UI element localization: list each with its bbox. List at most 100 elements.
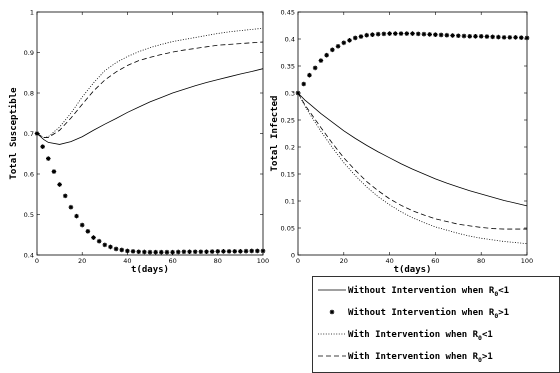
- star-marker: [243, 248, 249, 254]
- x-tick-label: 60: [431, 257, 439, 265]
- star-marker: [347, 38, 352, 43]
- star-marker: [484, 34, 490, 39]
- star-marker: [501, 35, 507, 40]
- star-marker: [467, 34, 473, 39]
- legend-label: With Intervention when R0>1: [348, 351, 493, 364]
- y-tick-label: 0.2: [285, 143, 295, 151]
- star-marker: [96, 238, 102, 244]
- star-marker: [421, 31, 427, 37]
- star-marker: [301, 81, 307, 87]
- star-marker: [198, 249, 204, 255]
- legend-label: Without Intervention when R0<1: [348, 285, 509, 298]
- series-line: [36, 41, 264, 138]
- x-tick-label: 20: [78, 257, 86, 265]
- star-marker: [461, 33, 467, 39]
- y-tick-label: 0: [291, 251, 295, 259]
- legend-label-condition: <1: [498, 286, 509, 296]
- star-marker: [40, 144, 45, 149]
- star-marker: [387, 31, 392, 36]
- star-marker: [398, 31, 404, 36]
- series-line: [297, 92, 527, 230]
- star-marker: [456, 33, 461, 39]
- star-marker: [507, 35, 513, 40]
- plot-frame: [297, 11, 528, 256]
- x-axis-label: t(days): [394, 265, 432, 275]
- series-dotted: [297, 92, 528, 245]
- star-marker: [159, 249, 164, 255]
- star-marker: [307, 72, 312, 78]
- star-marker: [108, 244, 113, 250]
- y-tick-label: 0.35: [281, 62, 295, 70]
- x-tick-label: 20: [340, 257, 348, 265]
- star-marker: [74, 213, 79, 219]
- star-marker: [473, 34, 478, 39]
- x-tick-label: 0: [296, 257, 300, 265]
- x-tick-label: 80: [477, 257, 485, 265]
- star-marker: [352, 35, 358, 41]
- legend-label-text: With Intervention when R: [348, 351, 479, 362]
- star-marker: [147, 249, 153, 255]
- x-tick-label: 40: [123, 257, 131, 265]
- legend-label-condition: >1: [482, 352, 493, 362]
- x-tick-label: 80: [214, 257, 222, 265]
- y-axis-label: Total Susceptible: [8, 87, 19, 180]
- susceptible-chart: 0 20 40 60 80 100 0.4 0.5 0.6 0.7 0.8 0.9 1 t(days) To…: [8, 8, 269, 275]
- x-tick-label: 60: [168, 257, 176, 265]
- star-marker: [91, 235, 96, 240]
- series-line: [297, 92, 528, 245]
- x-tick-label: 0: [35, 257, 39, 265]
- y-tick-label: 0.6: [24, 170, 34, 178]
- legend-label-subscript: 0: [478, 356, 482, 364]
- y-tick-label: 0.4: [24, 251, 34, 259]
- series-line: [297, 92, 528, 207]
- star-marker: [524, 35, 530, 41]
- legend-label-subscript: 0: [478, 334, 482, 342]
- star-marker: [119, 247, 125, 253]
- y-tick-label: 0.05: [281, 224, 295, 232]
- star-marker: [358, 34, 364, 39]
- y-axis-label: Total Infected: [270, 96, 280, 172]
- star-marker: [341, 40, 347, 46]
- legend-entry: Without Intervention when R0<1: [318, 285, 509, 298]
- star-marker: [335, 43, 341, 49]
- star-marker: [102, 242, 108, 248]
- y-tick-label: 0.3: [285, 89, 295, 97]
- star-marker: [318, 58, 324, 63]
- star-marker: [513, 35, 518, 40]
- star-marker: [375, 31, 381, 37]
- y-tick-label: 0.8: [24, 89, 34, 97]
- series-star: [34, 131, 266, 255]
- star-marker: [164, 249, 170, 255]
- legend: Without Intervention when R0<1 Without In…: [312, 276, 560, 373]
- star-marker: [136, 249, 141, 255]
- legend-entry: Without Intervention when R0>1: [329, 307, 509, 320]
- star-marker: [518, 35, 524, 40]
- star-marker: [221, 249, 226, 254]
- star-marker: [410, 31, 415, 36]
- series-line: [36, 68, 264, 145]
- star-marker: [478, 34, 484, 39]
- star-marker: [370, 32, 375, 37]
- plot-frame: [36, 11, 264, 256]
- y-tick-label: 0.5: [24, 211, 34, 219]
- star-marker: [381, 31, 387, 37]
- star-marker: [209, 249, 215, 254]
- star-marker: [415, 31, 421, 37]
- y-tick-label: 0.4: [285, 35, 295, 43]
- legend-entry: With Intervention when R0>1: [318, 351, 493, 364]
- y-tick-label: 0.7: [24, 130, 34, 138]
- star-marker: [192, 249, 198, 255]
- star-marker: [215, 249, 221, 254]
- series-dashed: [36, 41, 264, 138]
- star-marker: [255, 248, 260, 254]
- star-marker: [153, 249, 158, 255]
- star-marker: [85, 229, 91, 234]
- y-tick-label: 1: [30, 8, 34, 16]
- star-marker: [260, 248, 266, 254]
- star-marker: [51, 169, 57, 174]
- x-axis-label: t(days): [131, 265, 169, 275]
- star-marker: [62, 193, 68, 199]
- series-solid: [36, 68, 264, 145]
- y-tick-label: 0.9: [24, 49, 34, 57]
- infected-chart: 0 20 40 60 80 100 0 0.05 0.1 0.15 0.2 0.25 0.3 0.35 0.…: [270, 8, 533, 275]
